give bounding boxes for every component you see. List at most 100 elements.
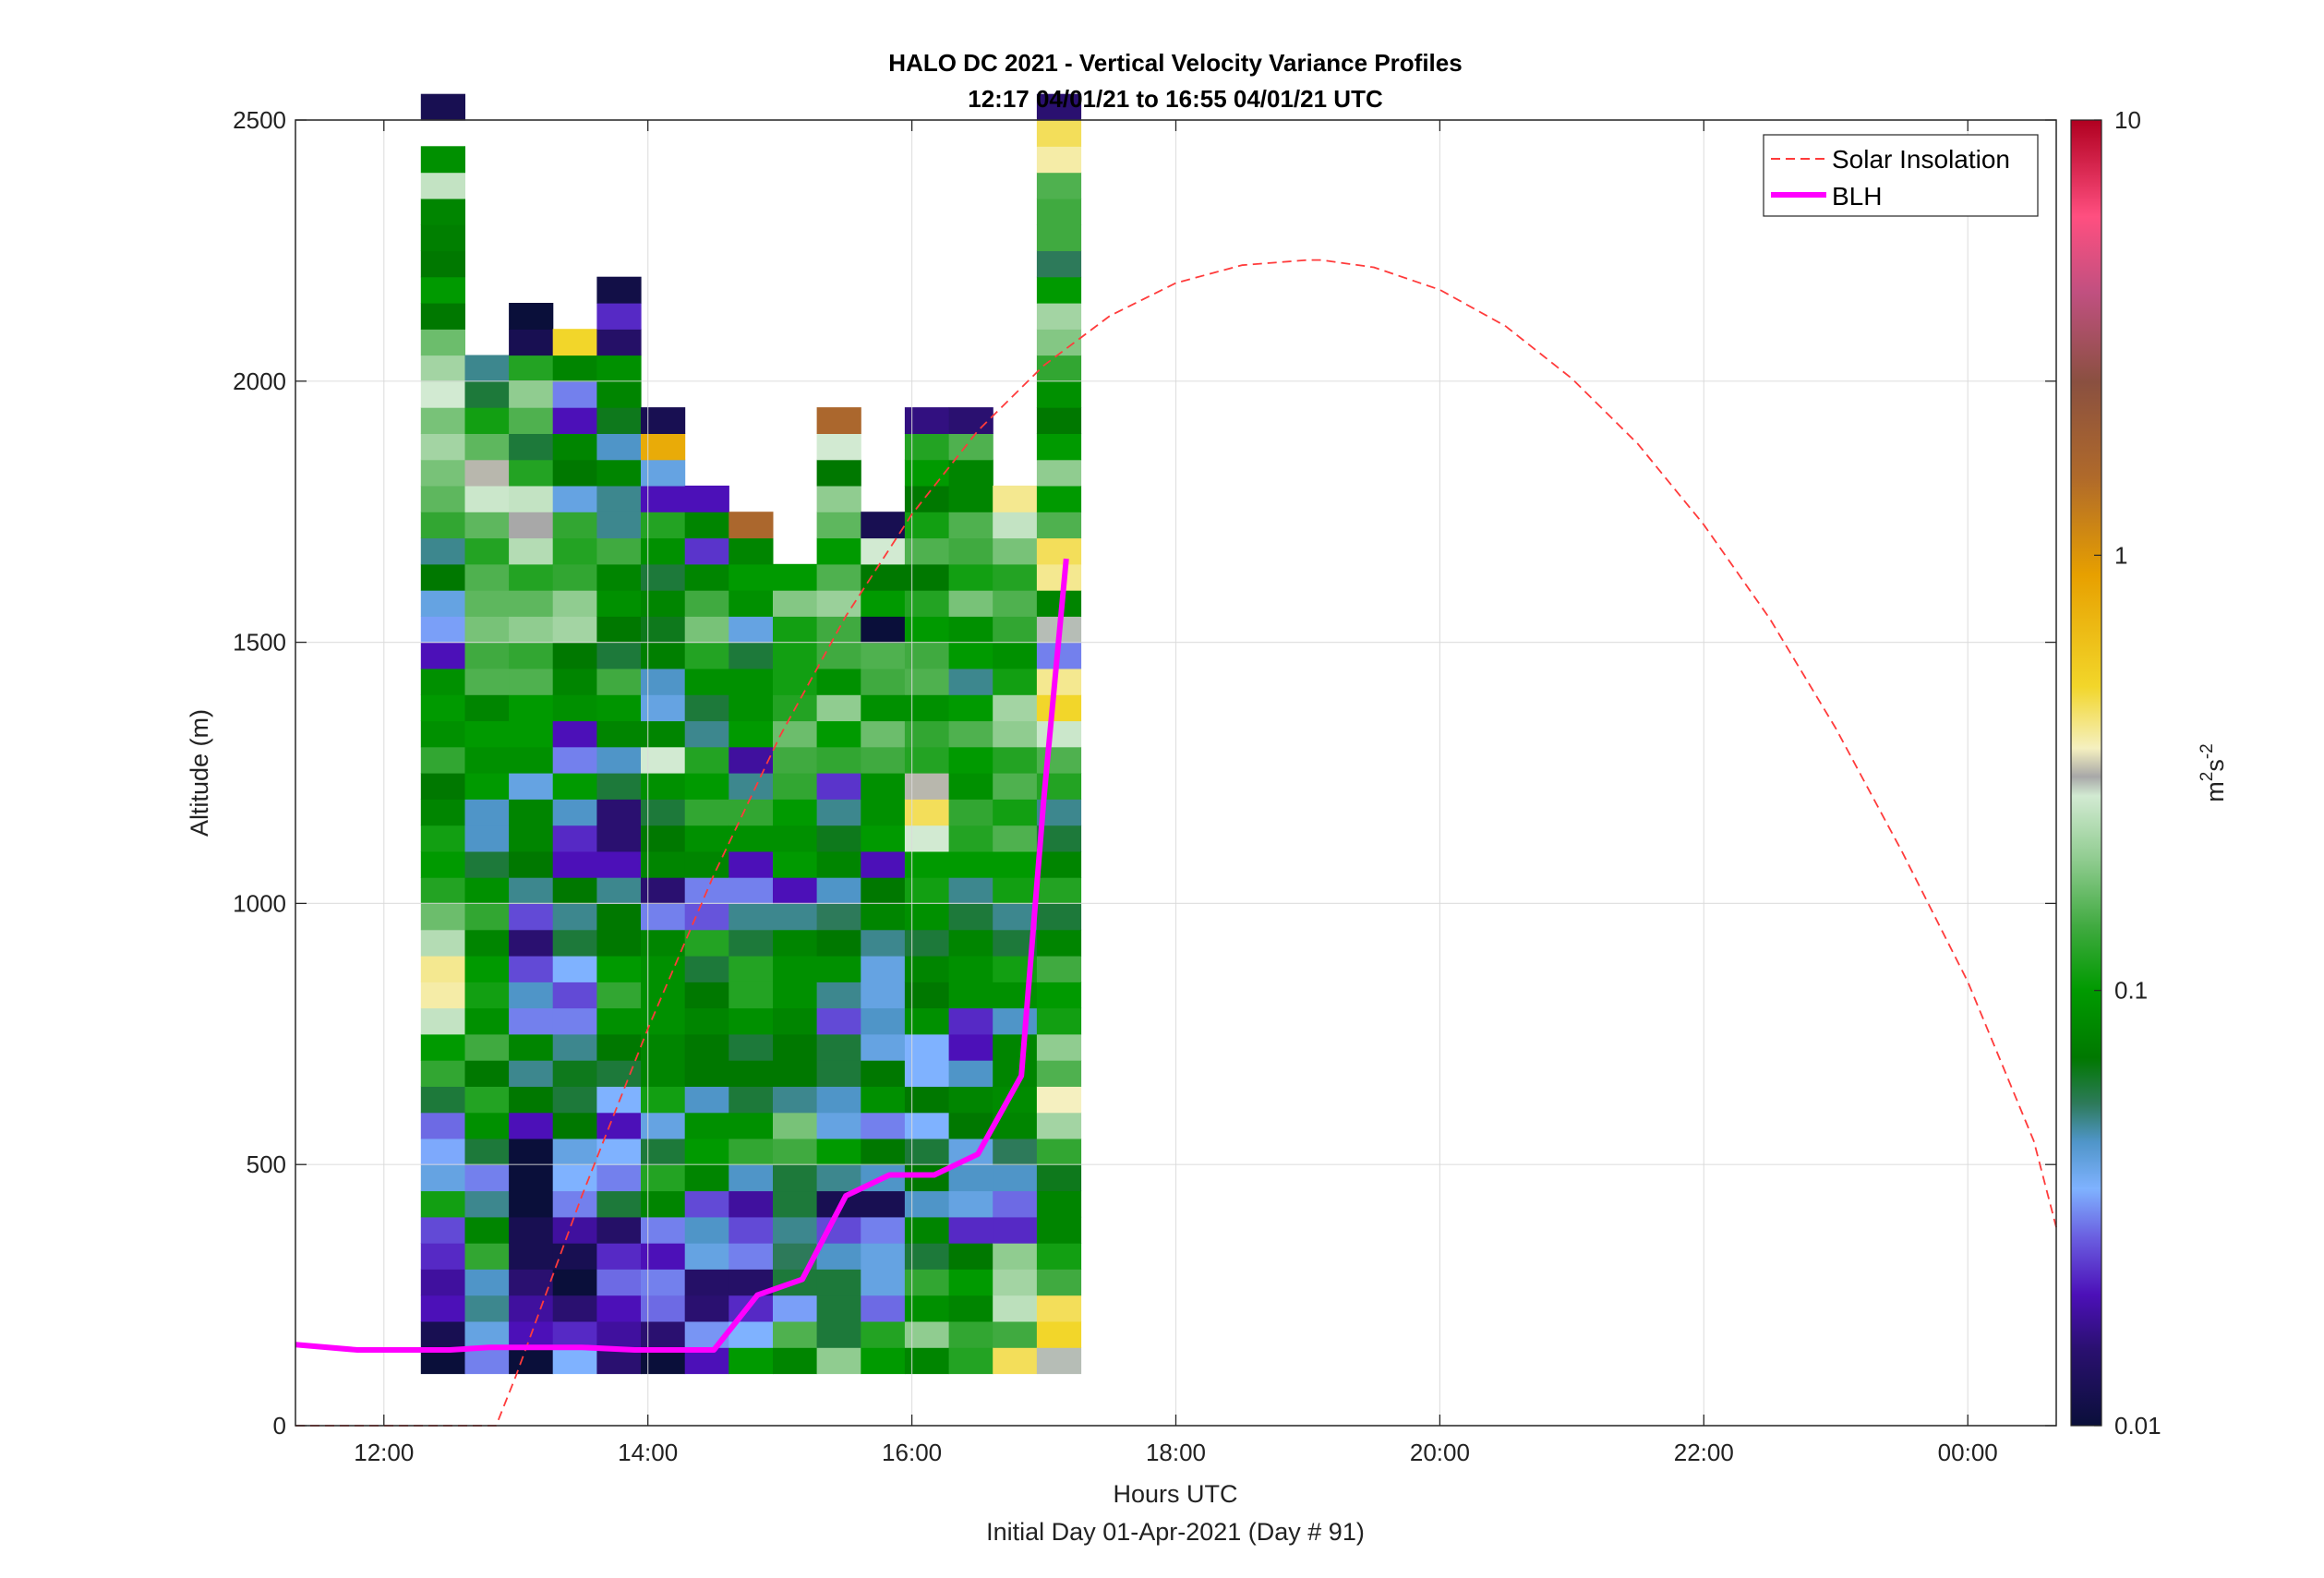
- colorbar-label: m2s-2: [2198, 743, 2229, 801]
- heatmap-cell: [816, 825, 861, 852]
- heatmap-cell: [509, 694, 554, 722]
- heatmap-cell: [948, 1243, 993, 1270]
- heatmap-cell: [861, 668, 906, 695]
- heatmap-cell: [509, 1138, 554, 1165]
- heatmap-cell: [993, 1164, 1038, 1192]
- heatmap-cell: [464, 1112, 510, 1139]
- heatmap-cell: [509, 1269, 554, 1296]
- heatmap-cell: [684, 1190, 729, 1218]
- legend-box: [1763, 134, 2039, 217]
- heatmap-cell: [861, 1347, 906, 1375]
- heatmap-cell: [993, 1216, 1038, 1244]
- heatmap-cell: [1036, 877, 1082, 904]
- heatmap-cell: [861, 1086, 906, 1114]
- heatmap-cell: [552, 1216, 597, 1244]
- heatmap-cell: [729, 1190, 774, 1218]
- heatmap-cell: [729, 1086, 774, 1114]
- heatmap-cell: [684, 1269, 729, 1296]
- x-tick-label: 00:00: [1938, 1439, 1998, 1466]
- heatmap-cell: [861, 825, 906, 852]
- heatmap-cell: [420, 1060, 465, 1087]
- heatmap-cell: [948, 825, 993, 852]
- heatmap-cell: [509, 1060, 554, 1087]
- heatmap-cell: [993, 1138, 1038, 1165]
- heatmap-cell: [948, 799, 993, 826]
- heatmap-cell: [948, 956, 993, 982]
- heatmap-cell: [948, 877, 993, 904]
- heatmap-cell: [552, 1320, 597, 1348]
- heatmap-cell: [464, 1060, 510, 1087]
- heatmap-cell: [420, 1164, 465, 1192]
- heatmap-cell: [552, 1112, 597, 1139]
- heatmap-cell: [684, 1112, 729, 1139]
- heatmap-cell: [948, 1060, 993, 1087]
- legend: Solar Insolation BLH: [1763, 134, 2039, 217]
- heatmap-cell: [1036, 120, 1082, 147]
- heatmap-cell: [552, 1060, 597, 1087]
- heatmap-cell: [993, 485, 1038, 512]
- heatmap-cell: [729, 694, 774, 722]
- heatmap-cell: [816, 563, 861, 591]
- heatmap-cell: [464, 407, 510, 434]
- heatmap-cell: [993, 563, 1038, 591]
- y-tick-label: 1500: [233, 629, 286, 656]
- heatmap-cell: [596, 303, 642, 330]
- heatmap-cell: [948, 1164, 993, 1192]
- heatmap-cell: [993, 1295, 1038, 1322]
- heatmap-cell: [552, 512, 597, 539]
- heatmap-cell: [948, 903, 993, 931]
- heatmap-cell: [773, 1033, 818, 1061]
- heatmap-cell: [773, 563, 818, 591]
- heatmap-cell: [552, 329, 597, 356]
- heatmap-cell: [816, 773, 861, 800]
- heatmap-cell: [1036, 825, 1082, 852]
- heatmap-cell: [684, 929, 729, 957]
- heatmap-cell: [684, 668, 729, 695]
- heatmap-cell: [948, 1086, 993, 1114]
- heatmap-cell: [861, 1138, 906, 1165]
- heatmap-cell: [729, 1033, 774, 1061]
- heatmap-cell: [596, 850, 642, 878]
- heatmap-cell: [1036, 850, 1082, 878]
- heatmap-cell: [420, 355, 465, 382]
- heatmap-cell: [773, 1060, 818, 1087]
- heatmap-cell: [773, 1164, 818, 1192]
- heatmap-cell: [773, 1138, 818, 1165]
- heatmap-cell: [773, 773, 818, 800]
- heatmap-cell: [552, 355, 597, 382]
- heatmap-cell: [420, 720, 465, 748]
- heatmap-cell: [993, 590, 1038, 617]
- heatmap-cell: [420, 1269, 465, 1296]
- heatmap-cell: [1036, 1243, 1082, 1270]
- heatmap-cell: [1036, 563, 1082, 591]
- heatmap-cell: [509, 433, 554, 461]
- heatmap-cell: [596, 982, 642, 1009]
- heatmap-cell: [420, 1086, 465, 1114]
- heatmap-cell: [552, 1007, 597, 1035]
- legend-label-solar: Solar Insolation: [1832, 145, 2010, 174]
- heatmap-cell: [552, 668, 597, 695]
- heatmap-cell: [948, 1190, 993, 1218]
- heatmap-cell: [948, 1033, 993, 1061]
- heatmap-cell: [464, 929, 510, 957]
- heatmap-cell: [552, 459, 597, 487]
- heatmap-cell: [464, 537, 510, 565]
- chart-subtitle: 12:17 04/01/21 to 16:55 04/01/21 UTC: [968, 85, 1383, 113]
- heatmap-cell: [596, 590, 642, 617]
- heatmap-cell: [464, 1269, 510, 1296]
- heatmap-cell: [773, 982, 818, 1009]
- heatmap-cell: [684, 485, 729, 512]
- heatmap-cell: [773, 590, 818, 617]
- heatmap-cell: [1036, 1007, 1082, 1035]
- heatmap-cell: [464, 903, 510, 931]
- heatmap-cell: [861, 1216, 906, 1244]
- heatmap-cell: [993, 1190, 1038, 1218]
- heatmap-cell: [420, 929, 465, 957]
- heatmap-cell: [816, 1033, 861, 1061]
- heatmap-cell: [729, 1060, 774, 1087]
- heatmap-cell: [729, 982, 774, 1009]
- heatmap-cell: [420, 1243, 465, 1270]
- heatmap-cell: [552, 746, 597, 774]
- heatmap-cell: [816, 1243, 861, 1270]
- heatmap-cell: [861, 1320, 906, 1348]
